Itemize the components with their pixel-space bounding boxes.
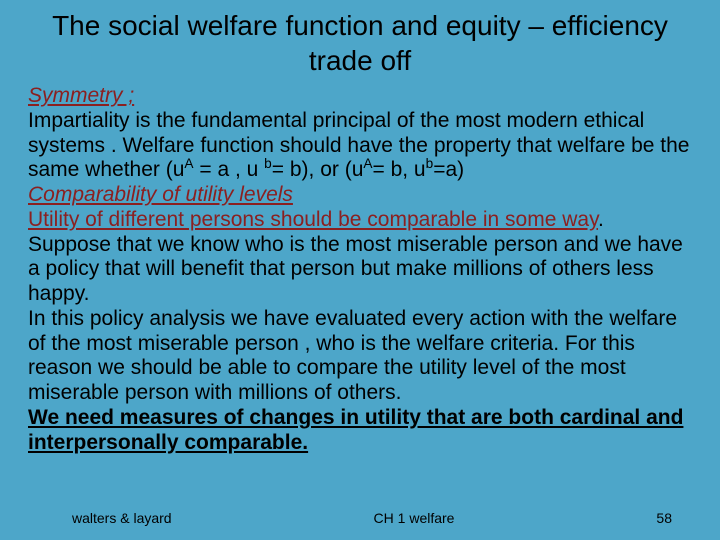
comparability-heading: Comparability of utility levels [28,183,293,206]
utility-heading: Utility of different persons should be c… [28,208,598,231]
slide-title: The social welfare function and equity –… [28,8,692,78]
slide-body: Symmetry ; Impartiality is the fundament… [28,84,692,455]
text-run: = b), or (u [272,158,364,181]
conclusion-text: We need measures of changes in utility t… [28,406,683,454]
period: . [598,208,604,231]
paragraph-3: In this policy analysis we have evaluate… [28,307,677,404]
text-run: = a , u [194,158,265,181]
text-run: =a) [433,158,464,181]
text-run: = b, u [372,158,425,181]
footer-right: 58 [656,510,672,526]
superscript: A [184,156,193,171]
footer-center: CH 1 welfare [374,510,455,526]
paragraph-1: Impartiality is the fundamental principa… [28,109,689,182]
footer-left: walters & layard [72,510,172,526]
superscript: b [264,156,272,171]
symmetry-heading: Symmetry ; [28,84,134,107]
paragraph-2: Suppose that we know who is the most mis… [28,233,683,306]
slide-footer: walters & layard CH 1 welfare 58 [0,510,720,526]
